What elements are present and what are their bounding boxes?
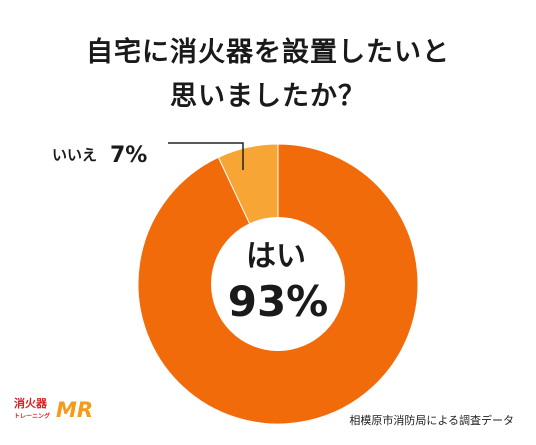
logo-mr-text: MR <box>56 398 94 422</box>
chart-title-line2: 思いましたか？ <box>170 81 366 112</box>
brand-logo: 消火器 トレーニング MR <box>14 398 94 430</box>
chart-title-line1: 自宅に消火器を設置したいと <box>86 37 450 68</box>
no-leader-line <box>168 142 244 170</box>
yes-slice-value: 93% <box>228 277 329 326</box>
no-slice-value: 7% <box>110 143 147 168</box>
yes-slice-label: はい <box>246 239 306 274</box>
no-slice-label: いいえ <box>52 146 97 164</box>
logo-sub-text: トレーニング <box>14 413 51 420</box>
donut-hole <box>211 217 345 351</box>
logo-main-text: 消火器 <box>14 397 47 410</box>
source-note: 相模原市消防局による調査データ <box>349 414 514 427</box>
